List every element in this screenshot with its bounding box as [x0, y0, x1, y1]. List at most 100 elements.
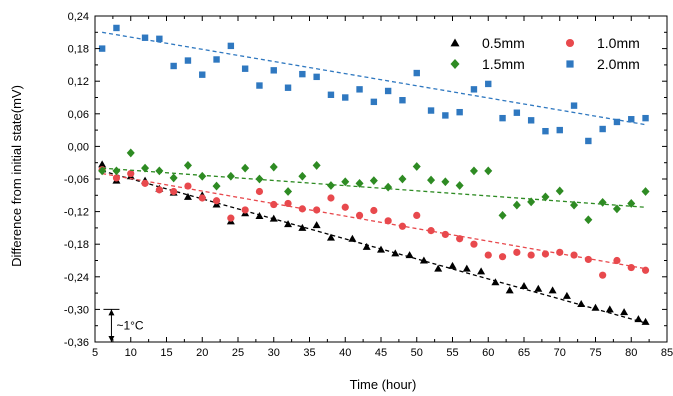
data-point-diamond	[570, 200, 579, 210]
data-point-square	[199, 71, 206, 78]
data-point-circle	[565, 38, 575, 48]
x-tick-label: 5	[92, 347, 98, 359]
data-point-square	[556, 126, 563, 134]
data-point-diamond	[183, 161, 192, 170]
data-point-diamond	[298, 171, 307, 181]
legend-entry-1.0mm: 1.0mm	[565, 35, 640, 51]
data-point-circle	[427, 227, 435, 235]
data-point-square	[342, 94, 349, 101]
data-point-diamond	[212, 181, 221, 191]
data-point-square	[141, 34, 149, 41]
data-point-diamond	[584, 215, 593, 225]
data-point-square	[570, 102, 578, 109]
axes: 5 10 15 20 25 30 35 40 45 50 55 60 65 70 75 80 85 -0,36 -0…	[64, 11, 673, 359]
data-point-triangle	[298, 223, 307, 231]
data-point-diamond	[341, 177, 350, 187]
data-point-circle	[470, 240, 478, 248]
data-point-triangle	[450, 38, 460, 47]
data-point-diamond	[455, 181, 464, 190]
data-point-triangle	[377, 245, 385, 253]
data-point-circle	[112, 174, 121, 182]
data-point-triangle	[405, 251, 414, 259]
y-tick-label: -0,36	[64, 337, 89, 349]
data-point-circle	[484, 251, 492, 259]
data-point-diamond	[441, 177, 450, 187]
data-point-circle	[255, 187, 264, 196]
data-point-triangle	[534, 284, 543, 292]
x-tick-label: 85	[661, 347, 673, 359]
data-point-diamond	[498, 211, 507, 220]
data-point-square	[399, 97, 406, 104]
y-tick-label: 0,12	[68, 76, 89, 88]
data-point-circle	[527, 251, 535, 259]
legend-label: 0.5mm	[482, 35, 525, 51]
data-point-triangle	[348, 234, 357, 242]
data-point-diamond	[355, 178, 364, 188]
data-point-square	[566, 60, 574, 68]
data-point-triangle	[269, 214, 278, 222]
data-point-square	[642, 114, 649, 122]
data-point-square	[470, 86, 478, 93]
data-point-circle	[270, 200, 278, 209]
y-tick-label: 0,00	[68, 141, 89, 153]
data-point-triangle	[520, 282, 528, 290]
y-axis-title: Difference from initial state(mV)	[9, 85, 24, 267]
x-tick-label: 15	[160, 347, 172, 359]
data-point-diamond	[555, 186, 564, 196]
x-tick-label: 30	[268, 347, 280, 359]
series-1.5mm	[98, 148, 650, 225]
x-tick-label: 75	[589, 347, 601, 359]
data-point-square	[542, 127, 549, 135]
data-point-triangle	[491, 278, 500, 286]
data-point-square	[327, 91, 335, 98]
data-point-circle	[127, 169, 135, 178]
x-tick-label: 35	[303, 347, 315, 359]
legend-entry-0.5mm: 0.5mm	[450, 35, 525, 51]
y-tick-label: -0,12	[64, 207, 89, 219]
data-point-square	[170, 62, 177, 70]
data-point-diamond	[226, 171, 235, 181]
data-point-circle	[212, 197, 221, 205]
data-point-circle	[370, 206, 378, 215]
data-point-diamond	[427, 175, 436, 185]
data-point-diamond	[369, 176, 378, 186]
data-point-diamond	[627, 199, 636, 208]
data-point-diamond	[641, 187, 650, 196]
x-tick-label: 45	[375, 347, 387, 359]
data-point-square	[442, 112, 449, 119]
data-point-triangle	[505, 286, 514, 294]
data-point-square	[384, 87, 392, 95]
data-point-diamond	[484, 166, 493, 176]
x-tick-label: 25	[232, 347, 244, 359]
trend-line	[102, 167, 646, 208]
plot-frame	[94, 15, 668, 343]
data-point-square	[613, 118, 621, 126]
data-point-diamond	[141, 163, 150, 173]
data-point-triangle	[462, 264, 471, 272]
series-2.0mm	[98, 24, 649, 145]
data-point-triangle	[605, 305, 614, 313]
data-point-diamond	[312, 161, 321, 170]
data-point-square	[456, 108, 463, 116]
data-point-square	[413, 69, 420, 77]
data-point-circle	[556, 248, 564, 256]
data-point-square	[628, 116, 635, 123]
x-tick-label: 50	[411, 347, 423, 359]
x-tick-label: 80	[625, 347, 637, 359]
data-point-circle	[599, 271, 607, 279]
data-point-circle	[284, 199, 292, 208]
data-point-diamond	[169, 173, 178, 183]
data-point-square	[427, 107, 435, 114]
data-point-square	[485, 80, 492, 88]
data-point-circle	[198, 194, 206, 202]
data-point-diamond	[241, 163, 250, 173]
data-point-square	[227, 42, 235, 50]
data-point-square	[599, 125, 606, 133]
data-point-triangle	[641, 317, 650, 325]
data-point-triangle	[577, 299, 586, 307]
data-point-diamond	[541, 192, 550, 202]
data-point-circle	[155, 186, 163, 194]
data-point-square	[241, 65, 249, 72]
data-point-circle	[584, 255, 592, 264]
